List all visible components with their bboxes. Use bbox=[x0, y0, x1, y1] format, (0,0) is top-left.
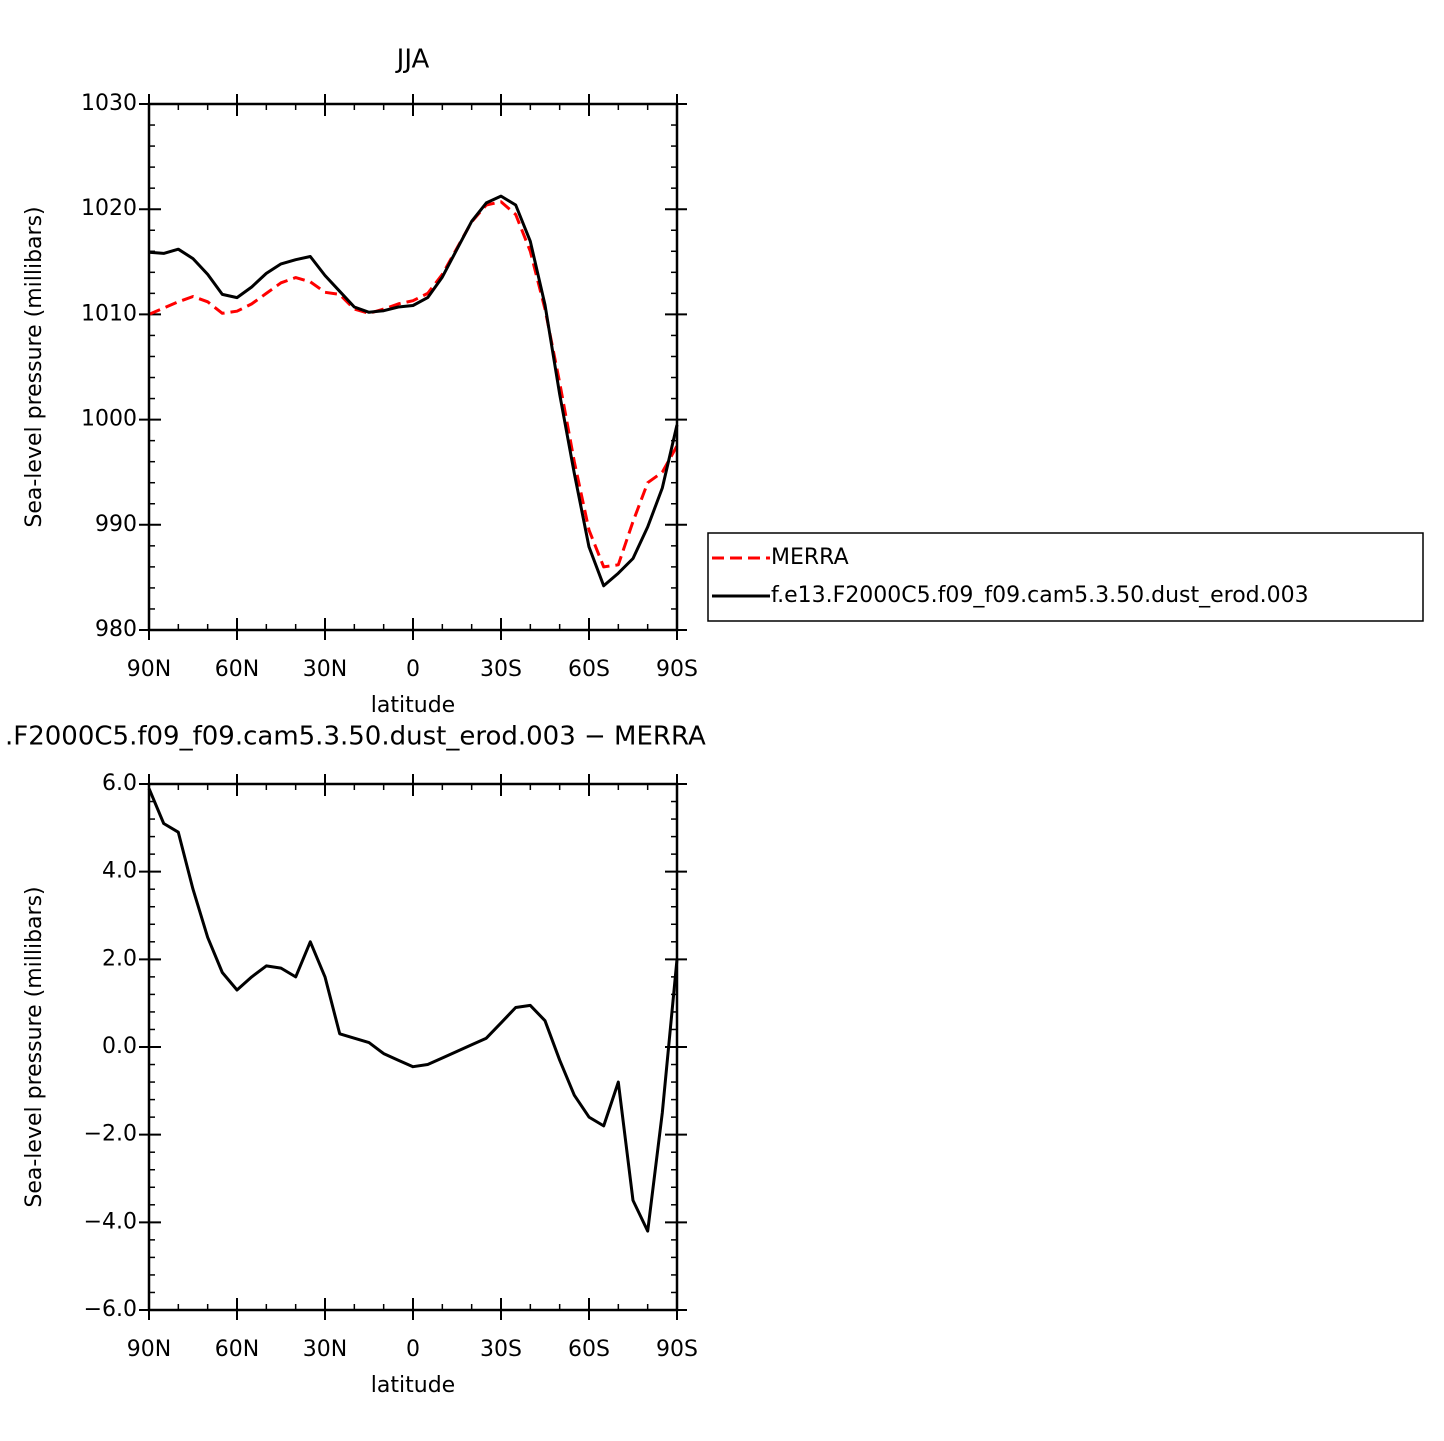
y-tick-label: 990 bbox=[95, 512, 137, 537]
x-tick-label: 60S bbox=[568, 657, 610, 682]
legend-label: MERRA bbox=[771, 545, 849, 570]
y-tick-label: 6.0 bbox=[102, 771, 137, 796]
legend-box bbox=[707, 532, 1424, 622]
x-axis-label: latitude bbox=[371, 1373, 455, 1398]
data-line bbox=[148, 200, 679, 569]
y-tick-label: −6.0 bbox=[84, 1297, 137, 1322]
x-tick-label: 0 bbox=[406, 1337, 420, 1362]
x-tick-label: 90S bbox=[656, 1337, 698, 1362]
chart-title: .F2000C5.f09_f09.cam5.3.50.dust_erod.003… bbox=[5, 722, 706, 752]
y-tick-label: 1010 bbox=[81, 301, 137, 326]
plot-frame bbox=[147, 782, 679, 1312]
x-tick-label: 30N bbox=[303, 657, 347, 682]
x-tick-label: 30S bbox=[480, 1337, 522, 1362]
x-tick-label: 0 bbox=[406, 657, 420, 682]
y-axis-label: Sea-level pressure (millibars) bbox=[22, 886, 47, 1207]
x-tick-label: 30N bbox=[303, 1337, 347, 1362]
y-tick-label: 0.0 bbox=[102, 1034, 137, 1059]
y-tick-label: 980 bbox=[95, 617, 137, 642]
x-tick-label: 60S bbox=[568, 1337, 610, 1362]
x-tick-label: 60N bbox=[215, 657, 259, 682]
x-tick-label: 90N bbox=[127, 1337, 171, 1362]
x-tick-label: 30S bbox=[480, 657, 522, 682]
x-tick-label: 60N bbox=[215, 1337, 259, 1362]
data-line bbox=[148, 194, 679, 588]
y-tick-label: −2.0 bbox=[84, 1122, 137, 1147]
x-axis-label: latitude bbox=[371, 693, 455, 718]
x-tick-label: 90N bbox=[127, 657, 171, 682]
y-tick-label: 2.0 bbox=[102, 946, 137, 971]
y-tick-label: 1000 bbox=[81, 407, 137, 432]
y-axis-label: Sea-level pressure (millibars) bbox=[22, 206, 47, 527]
legend-label: f.e13.F2000C5.f09_f09.cam5.3.50.dust_ero… bbox=[771, 583, 1309, 608]
x-tick-label: 90S bbox=[656, 657, 698, 682]
y-tick-label: −4.0 bbox=[84, 1209, 137, 1234]
chart-title: JJA bbox=[395, 45, 430, 75]
plot-frame bbox=[147, 102, 679, 632]
y-tick-label: 4.0 bbox=[102, 859, 137, 884]
y-tick-label: 1030 bbox=[81, 91, 137, 116]
data-line bbox=[147, 787, 679, 1233]
y-tick-label: 1020 bbox=[81, 196, 137, 221]
